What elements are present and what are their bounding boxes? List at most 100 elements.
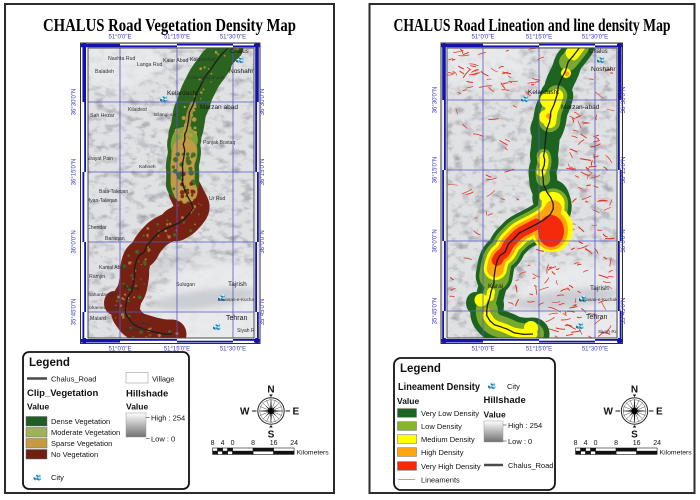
svg-text:8: 8 bbox=[211, 440, 215, 447]
svg-text:Razakan: Razakan bbox=[125, 327, 145, 333]
svg-text:35°45'0"N: 35°45'0"N bbox=[260, 299, 266, 326]
svg-text:E: E bbox=[293, 407, 300, 418]
svg-text:36°30'0"N: 36°30'0"N bbox=[260, 89, 266, 116]
svg-text:Panjak Bostaq: Panjak Bostaq bbox=[203, 140, 235, 146]
svg-text:36°30'0"N: 36°30'0"N bbox=[621, 87, 627, 114]
svg-text:8: 8 bbox=[574, 440, 578, 447]
svg-text:Legend: Legend bbox=[400, 363, 441, 375]
svg-text:Baraqan: Baraqan bbox=[105, 236, 125, 242]
svg-text:24: 24 bbox=[290, 440, 298, 447]
svg-text:Kilaidest: Kilaidest bbox=[128, 107, 148, 113]
svg-text:Karaj: Karaj bbox=[124, 284, 139, 291]
svg-text:High : 254: High : 254 bbox=[151, 414, 185, 423]
svg-text:Lavasan-e-Kuchak: Lavasan-e-Kuchak bbox=[218, 297, 257, 302]
svg-text:51°0'0"E: 51°0'0"E bbox=[108, 35, 131, 41]
svg-text:Kalar Abad: Kalar Abad bbox=[163, 58, 188, 64]
svg-text:Kilometers: Kilometers bbox=[660, 449, 693, 456]
svg-text:Value: Value bbox=[397, 396, 419, 406]
svg-text:Lineaments: Lineaments bbox=[421, 476, 460, 485]
svg-text:Ramjin: Ramjin bbox=[89, 274, 105, 280]
svg-text:35°45'0"N: 35°45'0"N bbox=[621, 298, 627, 325]
svg-text:Value: Value bbox=[484, 410, 506, 420]
svg-text:51°30'0"E: 51°30'0"E bbox=[582, 347, 608, 353]
svg-text:24: 24 bbox=[653, 440, 661, 447]
svg-text:Siyah Rud: Siyah Rud bbox=[598, 329, 620, 335]
svg-text:51°30'0"E: 51°30'0"E bbox=[220, 347, 246, 353]
svg-text:N: N bbox=[631, 385, 638, 396]
svg-text:Noshahr: Noshahr bbox=[591, 66, 616, 73]
svg-text:No Vegetation: No Vegetation bbox=[51, 450, 98, 459]
svg-text:Clip_Vegetation: Clip_Vegetation bbox=[27, 388, 98, 399]
svg-text:Low : 0: Low : 0 bbox=[151, 435, 175, 444]
svg-text:51°0'0"E: 51°0'0"E bbox=[108, 347, 131, 353]
svg-text:High Density: High Density bbox=[421, 448, 464, 457]
svg-text:16: 16 bbox=[633, 440, 641, 447]
svg-text:Malard: Malard bbox=[90, 316, 106, 322]
svg-text:36°0'0"N: 36°0'0"N bbox=[621, 229, 627, 252]
svg-text:Value: Value bbox=[126, 402, 148, 412]
svg-text:E: E bbox=[656, 407, 663, 418]
svg-text:Lavasan-e-Kuchak: Lavasan-e-Kuchak bbox=[579, 297, 618, 302]
svg-text:51°15'0"E: 51°15'0"E bbox=[526, 347, 552, 353]
svg-text:Nashta Rud: Nashta Rud bbox=[108, 56, 136, 62]
svg-text:Kilometers: Kilometers bbox=[297, 449, 330, 456]
svg-text:S: S bbox=[268, 430, 275, 441]
svg-text:36°30'0"N: 36°30'0"N bbox=[433, 87, 439, 114]
svg-text:Kalarestaq Sharqi: Kalarestaq Sharqi bbox=[188, 75, 225, 80]
svg-text:Very High Density: Very High Density bbox=[421, 462, 481, 471]
svg-text:Marzan abad: Marzan abad bbox=[200, 104, 238, 111]
svg-text:51°30'0"E: 51°30'0"E bbox=[582, 35, 608, 41]
svg-text:Bala-Taleqan: Bala-Taleqan bbox=[99, 189, 128, 195]
svg-text:CHALUS Road Vegetation Density: CHALUS Road Vegetation Density Map bbox=[43, 15, 296, 35]
svg-text:35°45'0"N: 35°45'0"N bbox=[72, 299, 78, 326]
svg-text:Chahardangeh: Chahardangeh bbox=[85, 292, 117, 298]
svg-text:Ur Rud: Ur Rud bbox=[209, 196, 226, 202]
svg-text:Very Low Density: Very Low Density bbox=[421, 409, 479, 418]
svg-text:36°0'0"N: 36°0'0"N bbox=[433, 229, 439, 252]
svg-text:Noshahr: Noshahr bbox=[229, 68, 254, 75]
svg-text:Medium Density: Medium Density bbox=[421, 435, 475, 444]
svg-text:W: W bbox=[604, 407, 614, 418]
svg-text:Lineament Density: Lineament Density bbox=[398, 382, 480, 393]
svg-text:Hillshade: Hillshade bbox=[484, 395, 526, 406]
svg-text:Tehran: Tehran bbox=[586, 314, 608, 321]
svg-text:Sulugan: Sulugan bbox=[176, 282, 195, 288]
svg-text:36°15'0"N: 36°15'0"N bbox=[72, 159, 78, 186]
svg-text:51°0'0"E: 51°0'0"E bbox=[471, 347, 494, 353]
svg-text:S: S bbox=[631, 430, 638, 441]
svg-text:51°0'0"E: 51°0'0"E bbox=[471, 35, 494, 41]
svg-text:Mohamed Abad: Mohamed Abad bbox=[85, 305, 119, 311]
svg-text:36°30'0"N: 36°30'0"N bbox=[72, 89, 78, 116]
svg-text:36°0'0"N: 36°0'0"N bbox=[72, 230, 78, 253]
svg-text:High : 254: High : 254 bbox=[508, 421, 542, 430]
svg-text:City: City bbox=[51, 473, 64, 482]
svg-text:Tehran: Tehran bbox=[226, 315, 248, 322]
svg-text:Baladeh: Baladeh bbox=[95, 69, 114, 75]
svg-text:Low : 0: Low : 0 bbox=[508, 437, 532, 446]
svg-text:36°15'0"N: 36°15'0"N bbox=[621, 157, 627, 184]
svg-text:Langa Rud: Langa Rud bbox=[137, 62, 162, 68]
svg-text:36°15'0"N: 36°15'0"N bbox=[433, 157, 439, 184]
svg-text:Myan-Taleqan: Myan-Taleqan bbox=[86, 198, 118, 204]
svg-text:Bilangi-sar: Bilangi-sar bbox=[154, 112, 177, 118]
svg-text:36°15'0"N: 36°15'0"N bbox=[260, 159, 266, 186]
svg-text:Felah Rud: Felah Rud bbox=[128, 321, 150, 327]
svg-text:Value: Value bbox=[27, 402, 49, 412]
svg-text:Sah Hezar: Sah Hezar bbox=[90, 113, 115, 119]
svg-text:Marzan-abad: Marzan-abad bbox=[561, 104, 600, 111]
svg-text:Kamal Abad: Kamal Abad bbox=[99, 265, 126, 271]
svg-text:Kahneh: Kahneh bbox=[139, 164, 156, 170]
svg-text:Low Density: Low Density bbox=[421, 422, 462, 431]
svg-text:Chendar: Chendar bbox=[87, 225, 107, 231]
svg-text:51°15'0"E: 51°15'0"E bbox=[526, 35, 552, 41]
svg-text:4: 4 bbox=[584, 440, 588, 447]
svg-text:4: 4 bbox=[221, 440, 225, 447]
svg-text:Village: Village bbox=[152, 375, 174, 384]
svg-text:Kalarestaq: Kalarestaq bbox=[190, 57, 215, 63]
svg-text:0: 0 bbox=[594, 440, 598, 447]
svg-text:Karaj: Karaj bbox=[488, 283, 503, 290]
svg-text:Tajrish: Tajrish bbox=[590, 285, 609, 292]
svg-text:Alrayat Pain: Alrayat Pain bbox=[86, 156, 113, 162]
svg-text:51°15'0"E: 51°15'0"E bbox=[164, 347, 190, 353]
svg-text:Tajrish: Tajrish bbox=[228, 281, 247, 288]
